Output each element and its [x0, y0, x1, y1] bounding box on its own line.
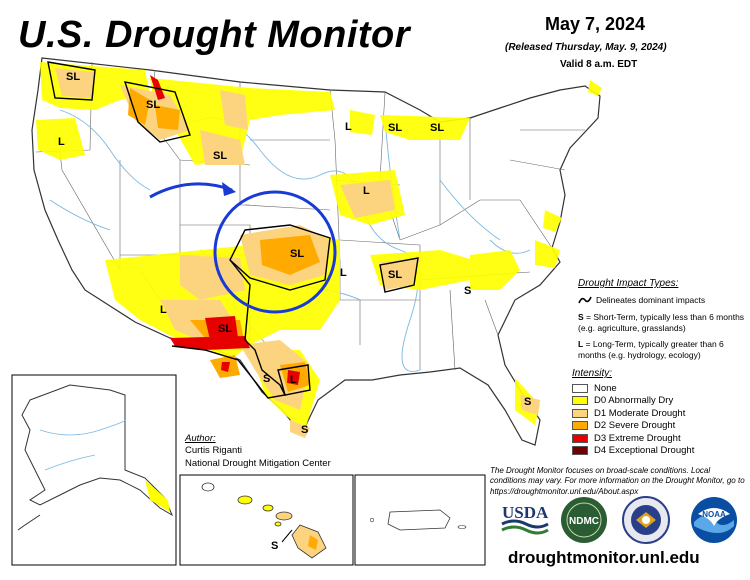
usda-logo[interactable]: USDA	[500, 500, 550, 538]
usda-logo-icon: USDA	[501, 503, 549, 535]
alaska-outline	[21, 384, 174, 517]
map-label-sl: SL	[388, 122, 402, 134]
map-label-s: S	[464, 285, 471, 297]
map-label-l: L	[160, 304, 167, 316]
author-block: Author: Curtis Riganti National Drought …	[185, 433, 331, 470]
impact-line-row: Delineates dominant impacts	[578, 295, 748, 306]
legend-row-d2: D2 Severe Drought	[572, 420, 742, 433]
legend-label: None	[594, 382, 617, 394]
legend-swatch	[572, 383, 588, 393]
valid-time: Valid 8 a.m. EDT	[560, 59, 638, 70]
legend-row-d4: D4 Exceptional Drought	[572, 445, 742, 458]
legend-label: D2 Severe Drought	[594, 420, 676, 432]
noaa-logo-icon: NOAA	[691, 497, 737, 543]
puerto-rico-outline	[387, 509, 451, 531]
d3-areas	[150, 75, 300, 385]
ndmc-logo-text: NDMC	[569, 516, 599, 527]
legend-row-d0: D0 Abnormally Dry	[572, 395, 742, 408]
commerce-seal-icon	[622, 496, 670, 544]
author-name: Curtis Riganti	[185, 445, 243, 457]
map-label-l: L	[363, 185, 370, 197]
map-label-sl: SL	[430, 122, 444, 134]
map-label-l: L	[58, 136, 65, 148]
legend-label: D4 Exceptional Drought	[594, 445, 695, 457]
hawaii-islands	[201, 482, 327, 559]
map-label-s: S	[263, 373, 270, 385]
page-title: U.S. Drought Monitor	[18, 14, 411, 56]
impact-legend-title: Drought Impact Types:	[578, 278, 679, 289]
map-label-s: S	[301, 424, 308, 436]
impact-long-term-row: L = Long-Term, typically greater than 6 …	[578, 339, 748, 361]
usda-logo-text: USDA	[502, 503, 549, 522]
alaska-d0	[145, 480, 170, 512]
impact-legend: Drought Impact Types: Delineates dominan…	[578, 278, 748, 367]
impact-line-icon	[578, 296, 592, 304]
legend-swatch	[572, 396, 588, 406]
map-label-sl: SL	[213, 150, 227, 162]
hawaii-label-leader	[281, 529, 293, 543]
site-url-link[interactable]: droughtmonitor.unl.edu	[508, 548, 700, 567]
map-label-sl: SL	[66, 71, 80, 83]
map-label-l: L	[345, 121, 352, 133]
author-title: Author:	[185, 433, 216, 444]
ndmc-logo-icon: NDMC	[561, 497, 607, 543]
impact-l-key: L	[578, 339, 584, 350]
legend-label: D1 Moderate Drought	[594, 407, 686, 419]
legend-row-d3: D3 Extreme Drought	[572, 432, 742, 445]
vieques-island	[457, 525, 467, 529]
map-date: May 7, 2024	[545, 14, 646, 34]
noaa-logo[interactable]: NOAA	[690, 496, 738, 544]
highlight-circle	[213, 190, 337, 314]
intensity-legend-title: Intensity:	[572, 368, 613, 379]
impact-lines	[47, 61, 419, 399]
legend-label: D0 Abnormally Dry	[594, 395, 674, 407]
map-label-l: L	[340, 267, 347, 279]
map-labels: SL SL SL SL SL SL SL SL L L L L L L S S …	[58, 71, 531, 436]
impact-s-desc: = Short-Term, typically less than 6 mont…	[578, 311, 745, 333]
map-label-sl: SL	[290, 248, 304, 260]
impact-s-key: S	[578, 311, 584, 322]
author-org: National Drought Mitigation Center	[185, 457, 331, 469]
map-label-sl: SL	[388, 269, 402, 281]
alaska-chain	[17, 514, 41, 531]
legend-swatch	[572, 433, 588, 443]
legend-swatch	[572, 408, 588, 418]
ndmc-logo[interactable]: NDMC	[560, 496, 608, 544]
legend-label: D3 Extreme Drought	[594, 432, 681, 444]
legend-row-none: None	[572, 382, 742, 395]
map-label-sl: SL	[218, 323, 232, 335]
alaska-rivers	[39, 419, 126, 471]
legend-row-d1: D1 Moderate Drought	[572, 407, 742, 420]
map-label-sl: SL	[146, 99, 160, 111]
noaa-logo-text: NOAA	[702, 510, 726, 519]
map-label-s: S	[524, 396, 531, 408]
commerce-seal-logo[interactable]	[622, 496, 670, 544]
intensity-legend: Intensity: None D0 Abnormally Dry D1 Mod…	[572, 368, 742, 457]
impact-l-desc: = Long-Term, typically greater than 6 mo…	[578, 339, 724, 361]
info-note: The Drought Monitor focuses on broad-sca…	[490, 466, 745, 496]
impact-line-desc: Delineates dominant impacts	[596, 294, 706, 305]
release-date: (Released Thursday, May. 9, 2024)	[505, 42, 667, 53]
legend-swatch	[572, 421, 588, 431]
mona-island	[369, 517, 375, 523]
legend-swatch	[572, 446, 588, 456]
arrow-head-icon	[222, 182, 236, 196]
map-label-l: L	[290, 374, 297, 386]
hawaii-map-label-s: S	[271, 540, 278, 552]
impact-short-term-row: S = Short-Term, typically less than 6 mo…	[578, 312, 748, 334]
